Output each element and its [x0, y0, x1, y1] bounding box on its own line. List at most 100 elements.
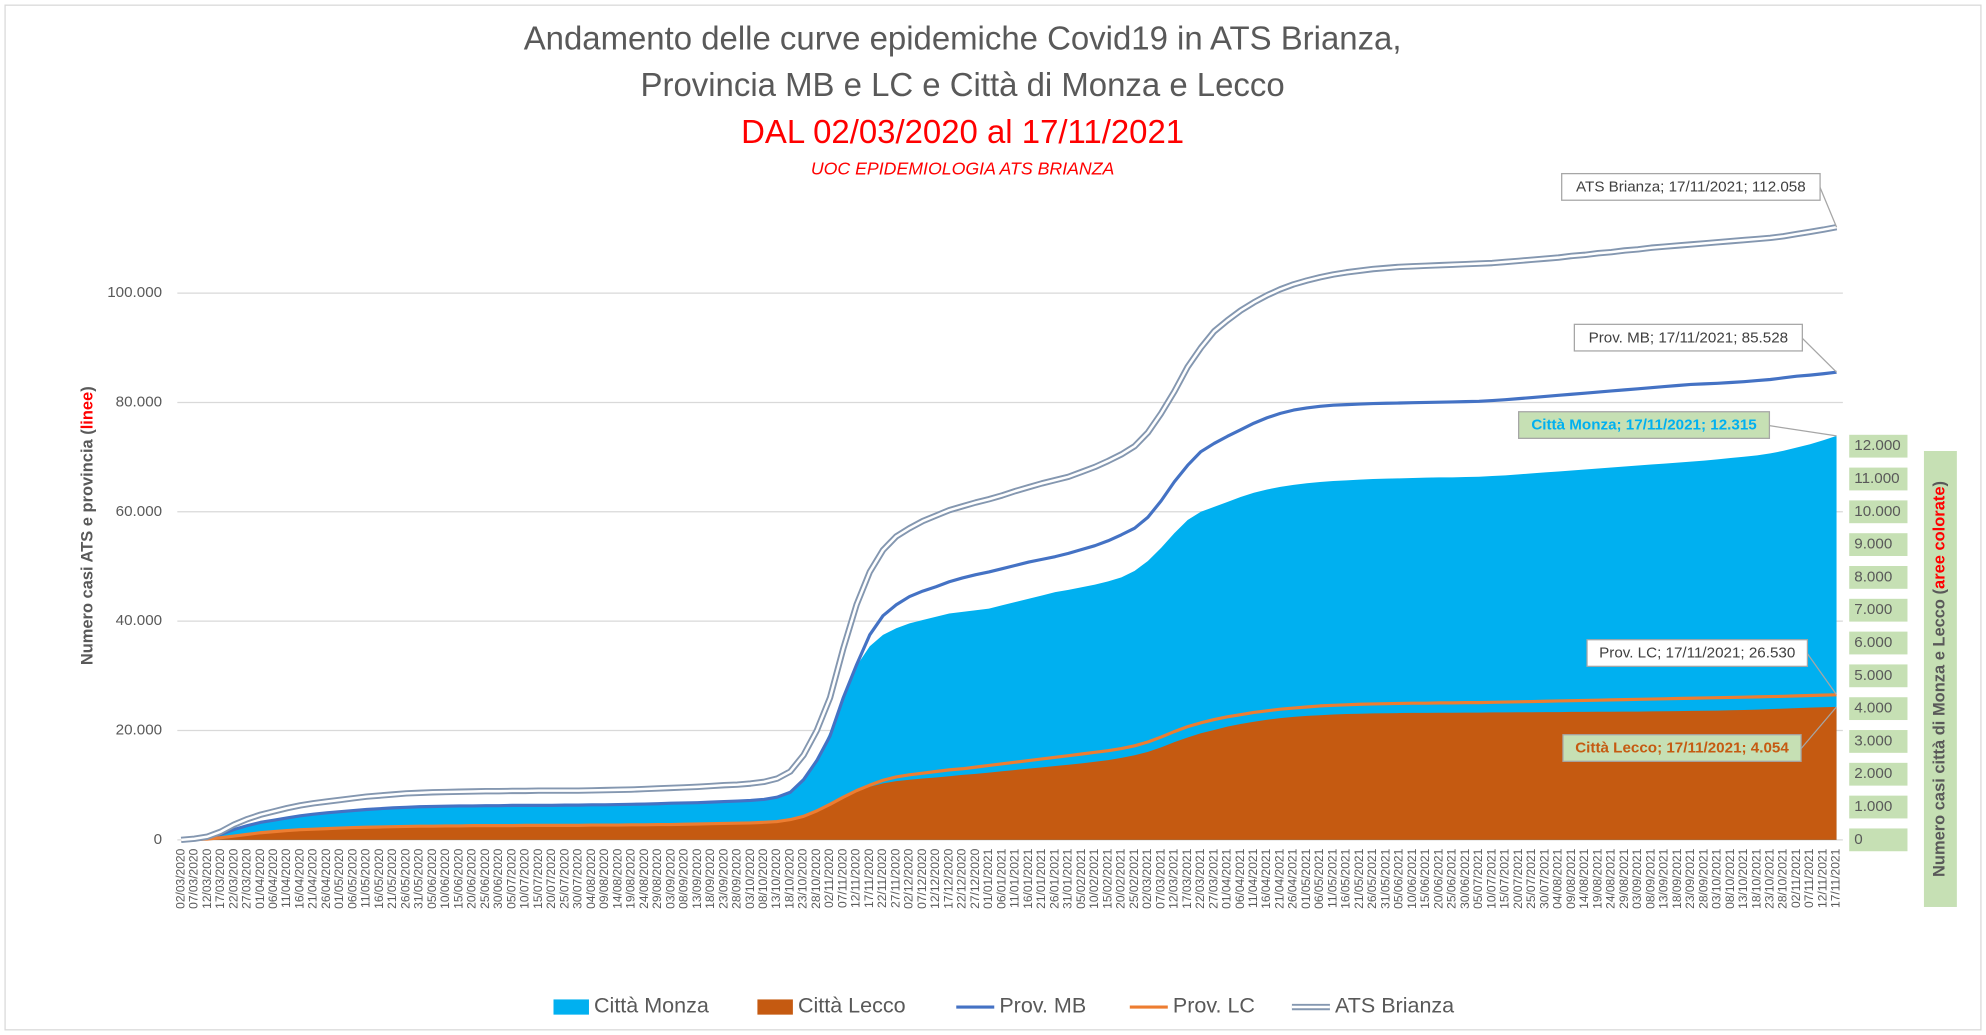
x-tick-label: 05/06/2021 [1392, 848, 1406, 908]
x-tick-label: 23/10/2020 [796, 848, 810, 908]
x-tick-label: 30/06/2021 [1458, 848, 1472, 908]
y-axis-title: Numero casi ATS e provincia (linee) [79, 386, 97, 665]
x-tick-label: 12/03/2021 [1167, 848, 1181, 908]
annotation-box [1573, 323, 1803, 352]
x-tick-label: 15/07/2021 [1498, 848, 1512, 908]
x-tick-label: 04/08/2021 [1551, 848, 1565, 908]
y2-tick-mark [1849, 566, 1908, 589]
annotation-box [1586, 639, 1809, 667]
x-tick-label: 11/05/2020 [359, 848, 373, 908]
x-tick-label: 05/02/2021 [1074, 848, 1088, 908]
x-tick-label: 03/10/2020 [743, 848, 757, 908]
x-tick-label: 06/04/2020 [266, 848, 280, 908]
y-axis-title-part: Numero casi ATS e provincia ( [79, 429, 97, 665]
x-tick-label: 01/01/2021 [981, 848, 995, 908]
x-tick-label: 05/06/2020 [425, 848, 439, 908]
x-tick-label: 03/09/2020 [663, 848, 677, 908]
y2-axis-title-part: Numero casi città di Monza e Lecco ( [1931, 588, 1949, 877]
x-tick-label: 02/12/2020 [902, 848, 916, 908]
y-tick-label: 60.000 [116, 503, 162, 520]
x-tick-label: 30/07/2020 [571, 848, 585, 908]
x-tick-label: 26/05/2020 [398, 848, 412, 908]
x-tick-label: 02/11/2021 [1789, 848, 1803, 908]
x-tick-label: 30/07/2021 [1537, 848, 1551, 908]
x-tick-label: 20/07/2021 [1511, 848, 1525, 908]
x-tick-label: 11/04/2020 [279, 848, 293, 908]
x-tick-label: 12/11/2021 [1815, 848, 1829, 908]
y2-tick-label: 10.000 [1854, 503, 1900, 520]
x-tick-label: 29/08/2021 [1617, 848, 1631, 908]
chart-source: UOC EPIDEMIOLOGIA ATS BRIANZA [811, 159, 1115, 179]
x-tick-label: 27/03/2020 [240, 848, 254, 908]
x-tick-label: 10/02/2021 [1087, 848, 1101, 908]
x-tick-label: 10/07/2021 [1484, 848, 1498, 908]
x-tick-label: 11/05/2021 [1325, 848, 1339, 908]
x-tick-label: 02/03/2020 [173, 848, 187, 908]
x-tick-label: 05/07/2020 [504, 848, 518, 908]
legend-label: Prov. MB [999, 994, 1086, 1018]
chart-subtitle: DAL 02/03/2020 al 17/11/2021 [741, 113, 1184, 150]
annotation-box [1561, 172, 1821, 201]
x-tick-label: 02/11/2020 [822, 848, 836, 908]
y-tick-label: 80.000 [116, 393, 162, 410]
x-tick-label: 22/12/2020 [955, 848, 969, 908]
y-tick-label: 100.000 [107, 284, 162, 301]
x-tick-label: 16/01/2021 [1021, 848, 1035, 908]
x-tick-label: 01/04/2020 [253, 848, 267, 908]
x-tick-label: 20/02/2021 [1114, 848, 1128, 908]
y2-tick-mark [1849, 631, 1908, 655]
x-tick-label: 15/06/2021 [1418, 848, 1432, 908]
x-tick-label: 19/08/2020 [624, 848, 638, 908]
x-tick-label: 25/07/2020 [557, 848, 571, 908]
y2-tick-mark [1849, 664, 1908, 688]
x-tick-label: 20/06/2020 [465, 848, 479, 908]
x-tick-label: 24/08/2021 [1604, 848, 1618, 908]
y-axis-title-part: linee [79, 392, 97, 430]
x-tick-label: 29/08/2020 [650, 848, 664, 908]
x-tick-label: 25/06/2020 [478, 848, 492, 908]
legend-label: ATS Brianza [1335, 994, 1454, 1018]
x-tick-label: 25/02/2021 [1127, 848, 1141, 908]
annotation-box [1562, 734, 1802, 762]
x-tick-label: 23/09/2020 [716, 848, 730, 908]
annotation-box [1517, 411, 1771, 439]
x-tick-label: 26/05/2021 [1365, 848, 1379, 908]
y2-tick-label: 7.000 [1854, 601, 1892, 618]
y2-tick-label: 11.000 [1854, 470, 1899, 487]
y2-axis-title-box [1923, 451, 1957, 907]
y2-axis-title: Numero casi città di Monza e Lecco (aree… [1931, 481, 1949, 877]
x-tick-label: 06/04/2021 [1233, 848, 1247, 908]
x-tick-label: 10/06/2020 [438, 848, 452, 908]
chart-title-line: Provincia MB e LC e Città di Monza e Lec… [641, 66, 1285, 103]
y2-tick-label: 6.000 [1854, 634, 1892, 651]
x-tick-label: 18/10/2020 [782, 848, 796, 908]
y2-tick-label: 9.000 [1854, 536, 1892, 553]
x-tick-label: 17/11/2021 [1829, 848, 1843, 908]
x-tick-label: 07/11/2021 [1802, 848, 1816, 908]
y2-axis-title-part: aree colorate [1931, 487, 1949, 589]
y2-tick-mark [1849, 730, 1908, 753]
x-tick-label: 25/07/2021 [1524, 848, 1538, 908]
x-tick-label: 26/04/2020 [319, 848, 333, 908]
x-tick-label: 21/01/2021 [1034, 848, 1048, 908]
x-tick-label: 07/03/2020 [187, 848, 201, 908]
x-tick-label: 27/11/2020 [888, 848, 902, 908]
x-tick-label: 21/05/2020 [385, 848, 399, 908]
x-tick-label: 27/12/2020 [968, 848, 982, 908]
x-tick-label: 15/07/2020 [531, 848, 545, 908]
y2-tick-mark [1849, 434, 1908, 458]
y2-tick-label: 5.000 [1854, 667, 1892, 684]
x-tick-label: 20/07/2020 [544, 848, 558, 908]
x-tick-label: 23/10/2021 [1762, 848, 1776, 908]
x-tick-label: 23/09/2021 [1683, 848, 1697, 908]
x-tick-label: 01/05/2020 [332, 848, 346, 908]
x-tick-label: 08/10/2021 [1723, 848, 1737, 908]
x-tick-label: 18/10/2021 [1749, 848, 1763, 908]
x-tick-label: 17/12/2020 [941, 848, 955, 908]
line [181, 693, 1837, 842]
x-tick-label: 12/11/2020 [849, 848, 863, 908]
y2-tick-label: 1.000 [1854, 798, 1892, 815]
x-tick-label: 11/01/2021 [1008, 848, 1022, 908]
y2-tick-label: 2.000 [1854, 765, 1892, 782]
annotation: Città Monza; 17/11/2021; 12.315 [1531, 417, 1757, 434]
